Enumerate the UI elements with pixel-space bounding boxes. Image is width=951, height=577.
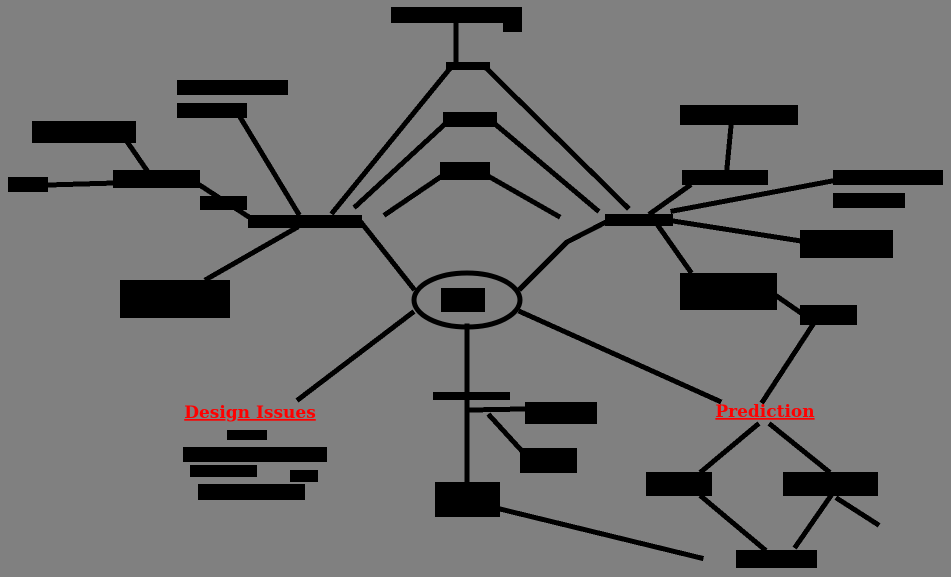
edge-right-hub-to-fourth <box>670 218 804 244</box>
label-right-fourth <box>800 230 893 258</box>
label-diamond-right <box>783 472 878 496</box>
edge-diamond-right-stub <box>834 495 881 528</box>
label-top-title <box>391 7 522 23</box>
label-chevron-apex-inner <box>440 162 490 180</box>
cross-tick-bar <box>433 392 510 400</box>
label-bottom-left-line1 <box>183 447 327 462</box>
label-far-right-line1 <box>833 170 943 185</box>
edge-right-hub-to-far-right <box>670 178 835 214</box>
edge-prediction-to-diamond-right <box>767 421 832 475</box>
central-ellipse-text <box>441 288 485 312</box>
edge-left-mid-to-third <box>124 139 152 176</box>
edge-right-hub-to-second <box>647 182 693 217</box>
edge-far-left-link <box>45 180 118 188</box>
label-diamond-bottom <box>736 550 817 568</box>
label-left-mid <box>32 121 136 143</box>
edge-chevron-inner-left <box>382 172 446 218</box>
label-right-second <box>682 170 768 185</box>
edge-ellipse-to-prediction <box>517 308 723 405</box>
right-hub-bar <box>605 214 673 226</box>
edge-chevron-outer-right <box>480 62 631 211</box>
left-hub-bar <box>248 215 362 228</box>
label-right-below-hub <box>680 273 777 310</box>
edge-fork-to-upper-label <box>467 406 527 413</box>
design-issues-label: Design Issues <box>184 403 316 423</box>
edge-prediction-to-diamond-left <box>698 421 761 475</box>
label-fork-lower <box>520 448 577 473</box>
label-bottom-left-line3 <box>198 484 305 500</box>
edge-ellipse-to-design-issues <box>295 309 416 403</box>
label-left-third <box>113 170 200 188</box>
label-fork-upper <box>525 402 597 424</box>
label-bottom-left-line2 <box>190 465 257 477</box>
edge-right-second-to-top <box>724 123 734 171</box>
label-left-upper-line1 <box>177 80 288 95</box>
label-left-upper-line2 <box>177 103 247 118</box>
label-chevron-apex-outer <box>446 62 490 70</box>
label-diamond-left <box>646 472 712 496</box>
edge-diamond-right-to-bottom <box>792 493 834 550</box>
redacted-label-layer <box>8 7 943 568</box>
edge-ellipse-to-right-hub <box>517 217 612 292</box>
edge-chevron-middle-left <box>352 120 449 210</box>
label-bottom-left-line2b <box>290 470 318 482</box>
edge-chevron-middle-right <box>491 120 601 214</box>
label-bottom-center <box>435 482 500 517</box>
edge-left-upper-to-hub <box>236 113 302 217</box>
central-node-ellipse <box>411 270 523 330</box>
edge-right-below-to-sixth <box>774 293 805 317</box>
edge-right-hub-to-below <box>655 223 694 275</box>
edge-fork-to-lower-label <box>486 412 525 454</box>
label-far-left <box>8 177 48 192</box>
label-far-right-line2 <box>833 193 905 208</box>
label-left-bold <box>120 280 230 318</box>
edge-left-hub-to-ellipse <box>356 217 417 292</box>
edge-diamond-left-to-bottom <box>698 493 768 553</box>
edge-chevron-inner-right <box>484 172 562 220</box>
label-top-title-tab <box>503 22 522 32</box>
label-right-sixth <box>800 305 857 325</box>
label-left-line-segment <box>200 196 247 210</box>
edge-bottom-long-diagonal <box>496 505 705 562</box>
label-chevron-apex-middle <box>443 112 497 127</box>
label-right-top <box>680 105 798 125</box>
edge-chevron-outer-left <box>329 62 456 216</box>
label-design-sub <box>227 430 267 440</box>
edge-right-sixth-to-prediction <box>759 322 816 405</box>
node-layer <box>411 270 523 330</box>
edge-left-bold-to-hub <box>203 224 300 283</box>
prediction-label: Prediction <box>715 402 814 422</box>
